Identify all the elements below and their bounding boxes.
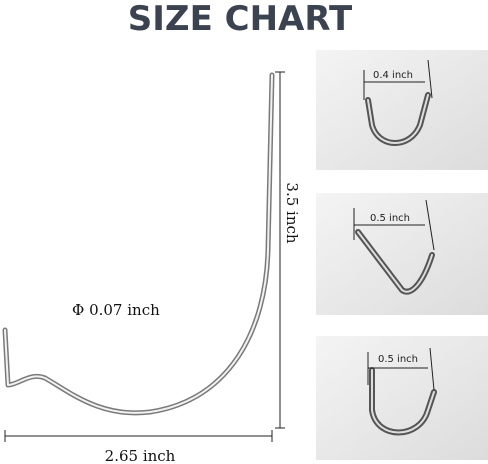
title: SIZE CHART bbox=[128, 0, 353, 39]
detail-panel bbox=[316, 193, 488, 315]
dimension-lines bbox=[4, 71, 285, 442]
detail-panel bbox=[316, 50, 488, 170]
diameter-label: Φ 0.07 inch bbox=[72, 301, 160, 319]
detail-panel bbox=[316, 336, 488, 460]
width-label: 2.65 inch bbox=[105, 447, 176, 464]
detail-label: 0.5 inch bbox=[378, 354, 418, 365]
detail-label: 0.5 inch bbox=[370, 213, 410, 224]
height-label: 3.5 inch bbox=[283, 182, 301, 243]
detail-label: 0.4 inch bbox=[373, 70, 413, 81]
hook-drawing bbox=[2, 72, 275, 416]
